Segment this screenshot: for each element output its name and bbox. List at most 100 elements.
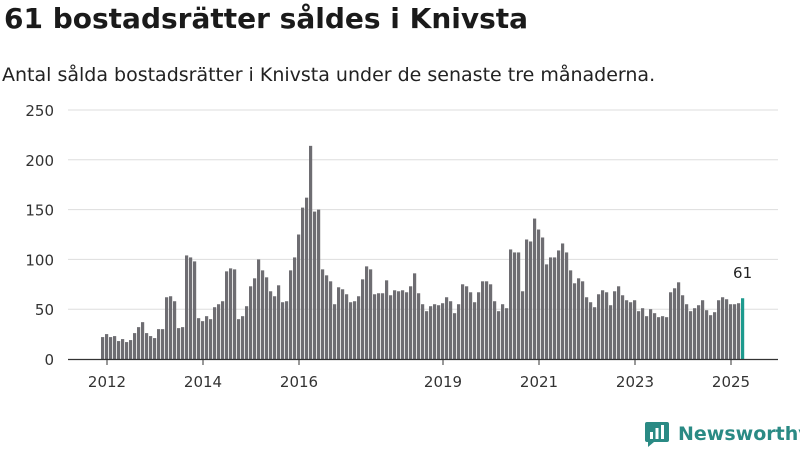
bar <box>629 302 633 359</box>
bar <box>397 291 401 359</box>
bar <box>113 336 117 359</box>
bar <box>389 295 393 359</box>
bar <box>321 269 325 359</box>
bar <box>337 287 341 359</box>
bar <box>221 301 225 359</box>
bar <box>717 300 721 359</box>
bar <box>693 308 697 359</box>
bar <box>421 304 425 359</box>
bar <box>341 289 345 359</box>
bar <box>253 278 257 359</box>
bar <box>365 266 369 359</box>
bar <box>413 273 417 359</box>
x-axis: 2012 2014 2016 2019 2021 2023 2025 <box>68 358 778 391</box>
bar <box>101 337 105 359</box>
bar <box>497 311 501 359</box>
bar <box>141 322 145 359</box>
bar <box>641 308 645 359</box>
bar <box>269 291 273 359</box>
bar <box>613 291 617 359</box>
bar <box>377 293 381 359</box>
bar <box>273 296 277 359</box>
bar <box>493 301 497 359</box>
bar <box>589 302 593 359</box>
bar <box>361 279 365 359</box>
bar <box>585 297 589 359</box>
bar <box>529 241 533 359</box>
bar <box>209 319 213 359</box>
bar <box>217 304 221 359</box>
bar <box>229 268 233 359</box>
bar <box>177 328 181 359</box>
bar <box>293 257 297 359</box>
bar <box>509 249 513 359</box>
y-axis: 0 50 100 150 200 250 <box>25 102 54 369</box>
bar <box>185 255 189 359</box>
x-tick-label: 2021 <box>520 373 558 391</box>
bar <box>165 297 169 359</box>
bar <box>237 319 241 359</box>
bar <box>729 304 733 359</box>
bar <box>633 300 637 359</box>
bar <box>265 277 269 359</box>
bar <box>489 284 493 359</box>
bar <box>653 313 657 359</box>
bar <box>329 281 333 359</box>
bar <box>669 292 673 359</box>
bar <box>545 264 549 359</box>
bar <box>401 290 405 359</box>
bar <box>549 257 553 359</box>
bar <box>689 311 693 359</box>
bar <box>233 269 237 359</box>
bar <box>621 295 625 359</box>
bar <box>433 304 437 359</box>
bar <box>733 304 737 359</box>
bar <box>477 292 481 359</box>
bar <box>469 292 473 359</box>
bar <box>225 271 229 359</box>
bar <box>721 297 725 359</box>
bar <box>241 316 245 359</box>
y-tick-label: 0 <box>44 351 54 369</box>
bar <box>409 286 413 359</box>
bar <box>289 270 293 359</box>
bar <box>197 318 201 359</box>
bar <box>601 290 605 359</box>
bar <box>557 250 561 359</box>
bar <box>189 257 193 359</box>
bar <box>149 336 153 359</box>
bar <box>125 342 129 359</box>
bar <box>445 297 449 359</box>
bar <box>573 283 577 359</box>
bar <box>609 305 613 359</box>
bar <box>213 307 217 359</box>
bar <box>161 329 165 359</box>
bar <box>277 285 281 359</box>
brand-logo[interactable]: Newsworthy <box>644 418 800 450</box>
bar <box>725 299 729 359</box>
bar <box>465 286 469 359</box>
bar <box>481 281 485 359</box>
bar <box>533 218 537 359</box>
bar <box>577 278 581 359</box>
annotations: 61 <box>733 264 752 282</box>
bar <box>325 275 329 359</box>
x-tick-label: 2023 <box>616 373 654 391</box>
bar <box>181 327 185 359</box>
bar <box>349 302 353 359</box>
bar <box>441 303 445 359</box>
bar <box>593 307 597 359</box>
bar <box>569 270 573 359</box>
bar <box>169 296 173 359</box>
bar <box>649 309 653 359</box>
bar <box>525 239 529 359</box>
y-tick-label: 100 <box>25 251 54 269</box>
bar <box>381 293 385 359</box>
bars <box>101 145 745 359</box>
bar <box>605 292 609 359</box>
brand-name: Newsworthy <box>678 423 800 445</box>
bar <box>205 316 209 359</box>
bar <box>473 302 477 359</box>
y-tick-label: 200 <box>25 152 54 170</box>
bar <box>681 295 685 359</box>
